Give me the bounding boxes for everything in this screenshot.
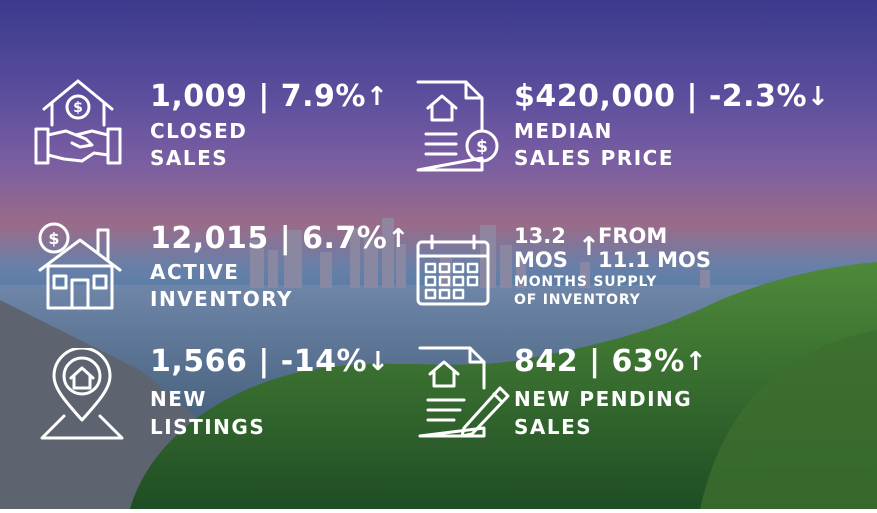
median-price-label-1: MEDIAN [514, 119, 613, 143]
closed-sales-label-2: SALES [150, 146, 229, 170]
months-supply-from-value: 11.1 MOS [598, 248, 711, 272]
house-dollar-icon: $ [32, 218, 128, 314]
home-document-dollar-icon: $ [412, 78, 508, 174]
svg-text:$: $ [476, 137, 488, 157]
down-arrow-icon: ↓ [807, 82, 830, 112]
calendar-icon [414, 232, 494, 308]
map-pin-home-icon [34, 346, 130, 444]
svg-text:$: $ [48, 229, 59, 248]
months-supply-label-1: MONTHS SUPPLY [514, 274, 658, 290]
pending-sales-label-2: SALES [514, 415, 593, 439]
home-handshake-icon: $ [30, 75, 126, 171]
months-supply-unit: MOS [514, 248, 568, 272]
closed-sales-label-1: CLOSED [150, 119, 248, 143]
median-price-headline: $420,000 | -2.3% [514, 79, 808, 114]
pending-sales-label-1: NEW PENDING [514, 387, 693, 411]
pending-sales-headline: 842 | 63% [514, 344, 685, 379]
new-listings-headline: 1,566 | -14% [150, 344, 367, 379]
new-listings-label-2: LISTINGS [150, 415, 266, 439]
svg-text:$: $ [73, 100, 83, 116]
active-inventory-label-2: INVENTORY [150, 287, 293, 311]
active-inventory-label-1: ACTIVE [150, 260, 240, 284]
months-supply-label-2: OF INVENTORY [514, 292, 641, 308]
contract-pen-icon [414, 344, 510, 440]
months-supply-value: 13.2 [514, 224, 566, 248]
median-price-label-2: SALES PRICE [514, 146, 674, 170]
down-arrow-icon: ↓ [367, 347, 390, 377]
up-arrow-icon: ↑ [387, 224, 410, 254]
active-inventory-headline: 12,015 | 6.7% [150, 221, 388, 256]
closed-sales-headline: 1,009 | 7.9% [150, 79, 366, 114]
up-arrow-icon: ↑ [365, 82, 389, 112]
up-arrow-icon: ↑ [578, 232, 600, 262]
new-listings-label-1: NEW [150, 387, 207, 411]
months-supply-from-label: FROM [598, 224, 668, 248]
up-arrow-icon: ↑ [684, 347, 708, 377]
